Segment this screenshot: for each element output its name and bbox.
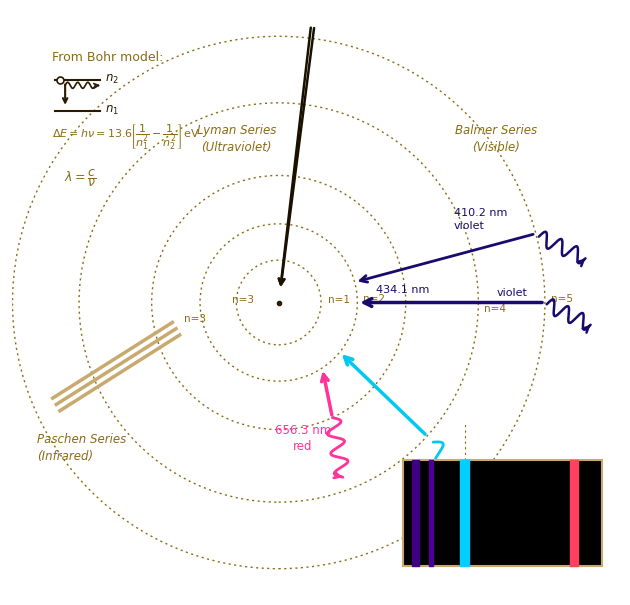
Text: n=3: n=3 (232, 295, 255, 306)
Text: violet: violet (454, 221, 485, 231)
Text: n=4: n=4 (484, 304, 507, 313)
Text: 486.1 nm
bluegreen: 486.1 nm bluegreen (424, 460, 484, 489)
Text: Lyman Series
(Ultraviolet): Lyman Series (Ultraviolet) (197, 124, 276, 154)
Text: Paschen Series
(Infrared): Paschen Series (Infrared) (37, 433, 126, 463)
Text: $\Delta E = h\nu = 13.6\!\left[\dfrac{1}{n_1^2} - \dfrac{1}{n_2^2}\right]\!$ eV: $\Delta E = h\nu = 13.6\!\left[\dfrac{1}… (52, 122, 200, 151)
Text: n=2: n=2 (364, 295, 386, 304)
Text: $n_1$: $n_1$ (105, 103, 119, 117)
Text: n=3: n=3 (183, 314, 205, 324)
Text: n=1: n=1 (328, 295, 350, 305)
Text: n=5: n=5 (551, 295, 573, 304)
Text: $n_2$: $n_2$ (105, 73, 119, 87)
Bar (403, 460, 602, 566)
Text: violet: violet (496, 287, 527, 298)
Text: Balmer Series
(Visible): Balmer Series (Visible) (455, 124, 537, 154)
Text: 410.2 nm: 410.2 nm (454, 209, 508, 218)
Text: 434.1 nm: 434.1 nm (375, 285, 429, 295)
Text: $\lambda = \dfrac{c}{\nu}$: $\lambda = \dfrac{c}{\nu}$ (64, 168, 96, 189)
Text: From Bohr model:: From Bohr model: (52, 51, 163, 64)
Text: 656.3 nm
red: 656.3 nm red (275, 424, 331, 453)
